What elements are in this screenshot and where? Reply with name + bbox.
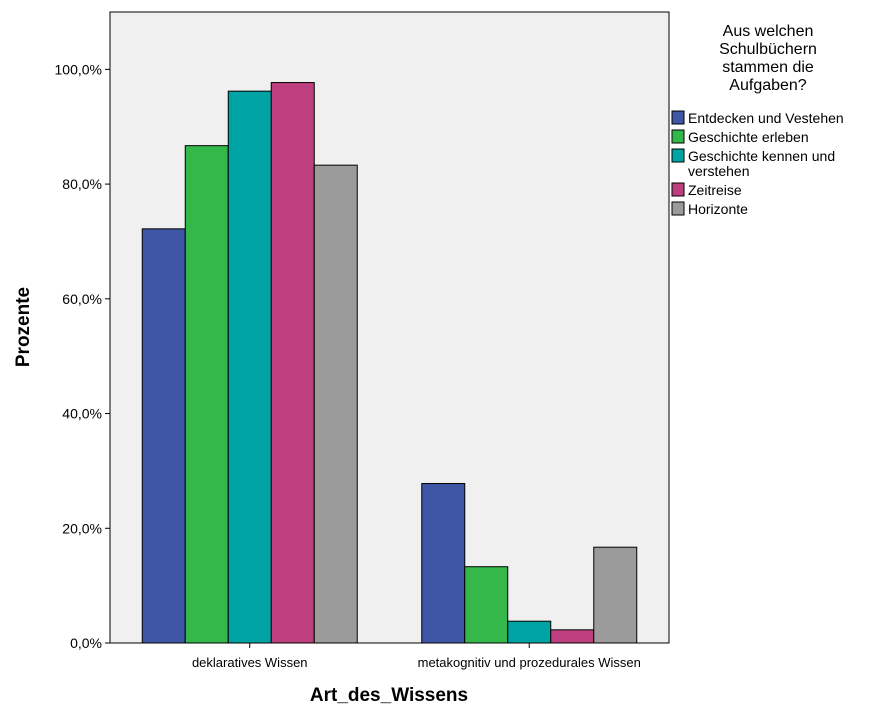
x-category-label: deklaratives Wissen <box>192 655 308 670</box>
legend-title-line: Schulbüchern <box>719 41 817 58</box>
bars-group <box>141 82 638 644</box>
bar-geschichte-kennen-und-verstehen <box>227 90 272 644</box>
legend-title-line: stammen die <box>722 59 814 76</box>
legend-label: Zeitreise <box>688 182 742 198</box>
legend-swatch <box>671 129 685 144</box>
bar-zeitreise <box>550 629 595 644</box>
y-axis-title: Prozente <box>13 287 34 367</box>
legend-swatch <box>671 148 685 163</box>
legend-swatch <box>671 182 685 197</box>
legend-label: verstehen <box>688 163 749 179</box>
bar-entdecken-und-vestehen <box>421 483 466 644</box>
bar-horizonte <box>313 164 358 644</box>
y-tick-label: 80,0% <box>62 176 102 192</box>
bar-geschichte-kennen-und-verstehen <box>507 620 552 644</box>
x-category-label: metakognitiv und prozedurales Wissen <box>418 655 641 670</box>
legend-swatch <box>671 110 685 125</box>
y-tick-label: 40,0% <box>62 406 102 422</box>
y-tick-label: 100,0% <box>55 61 102 77</box>
legend-label: Geschichte kennen und <box>688 148 835 164</box>
bar-geschichte-erleben <box>184 145 229 644</box>
bar-zeitreise <box>270 82 315 644</box>
bar-horizonte <box>593 546 638 644</box>
y-tick-label: 60,0% <box>62 291 102 307</box>
legend-title-line: Aus welchen <box>723 23 814 40</box>
y-axis: 0,0% 20,0% 40,0% 60,0% 80,0% 100,0% <box>55 61 110 651</box>
legend-label: Horizonte <box>688 201 748 217</box>
legend-swatch <box>671 201 685 216</box>
bar-geschichte-erleben <box>464 566 509 644</box>
x-axis-title: Art_des_Wissens <box>310 685 468 706</box>
legend-label: Geschichte erleben <box>688 129 809 145</box>
y-tick-label: 20,0% <box>62 520 102 536</box>
y-tick-label: 0,0% <box>70 635 102 651</box>
legend-title-line: Aufgaben? <box>729 77 807 94</box>
bar-entdecken-und-vestehen <box>141 228 186 644</box>
legend-label: Entdecken und Vestehen <box>688 110 844 126</box>
x-axis: deklaratives Wissen metakognitiv und proz… <box>192 643 641 670</box>
